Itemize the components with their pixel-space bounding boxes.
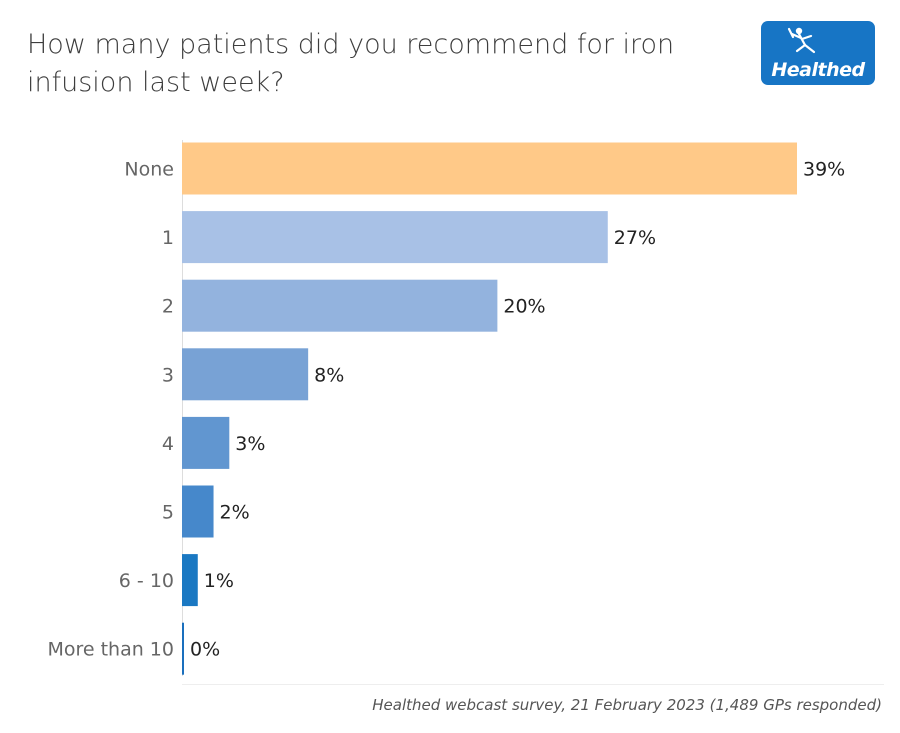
bar [182, 211, 608, 264]
healthed-logo: Healthed [761, 21, 875, 85]
runner-figure-icon [787, 27, 816, 54]
source-note: Healthed webcast survey, 21 February 202… [372, 696, 882, 714]
bar [182, 485, 214, 538]
data-label: 1% [204, 570, 234, 592]
bar [182, 279, 498, 332]
category-label: 3 [162, 364, 174, 386]
category-label: 1 [162, 227, 174, 249]
category-label: 4 [162, 433, 174, 455]
bar [182, 348, 309, 401]
bar [182, 416, 230, 469]
bar [182, 554, 198, 607]
category-label: 5 [162, 502, 174, 524]
chart-title: How many patients did you recommend for … [27, 29, 675, 98]
category-label: 6 - 10 [119, 570, 174, 592]
data-label: 3% [235, 433, 265, 455]
category-label: 2 [162, 296, 174, 318]
data-label: 8% [314, 364, 344, 386]
bar [182, 622, 184, 675]
data-label: 2% [220, 502, 250, 524]
category-label: More than 10 [47, 639, 174, 661]
category-label: None [124, 159, 174, 181]
data-label: 0% [190, 639, 220, 661]
data-label: 27% [614, 227, 656, 249]
data-label: 39% [803, 159, 845, 181]
data-label: 20% [503, 296, 545, 318]
bar [182, 142, 797, 195]
logo-text: Healthed [771, 59, 865, 81]
